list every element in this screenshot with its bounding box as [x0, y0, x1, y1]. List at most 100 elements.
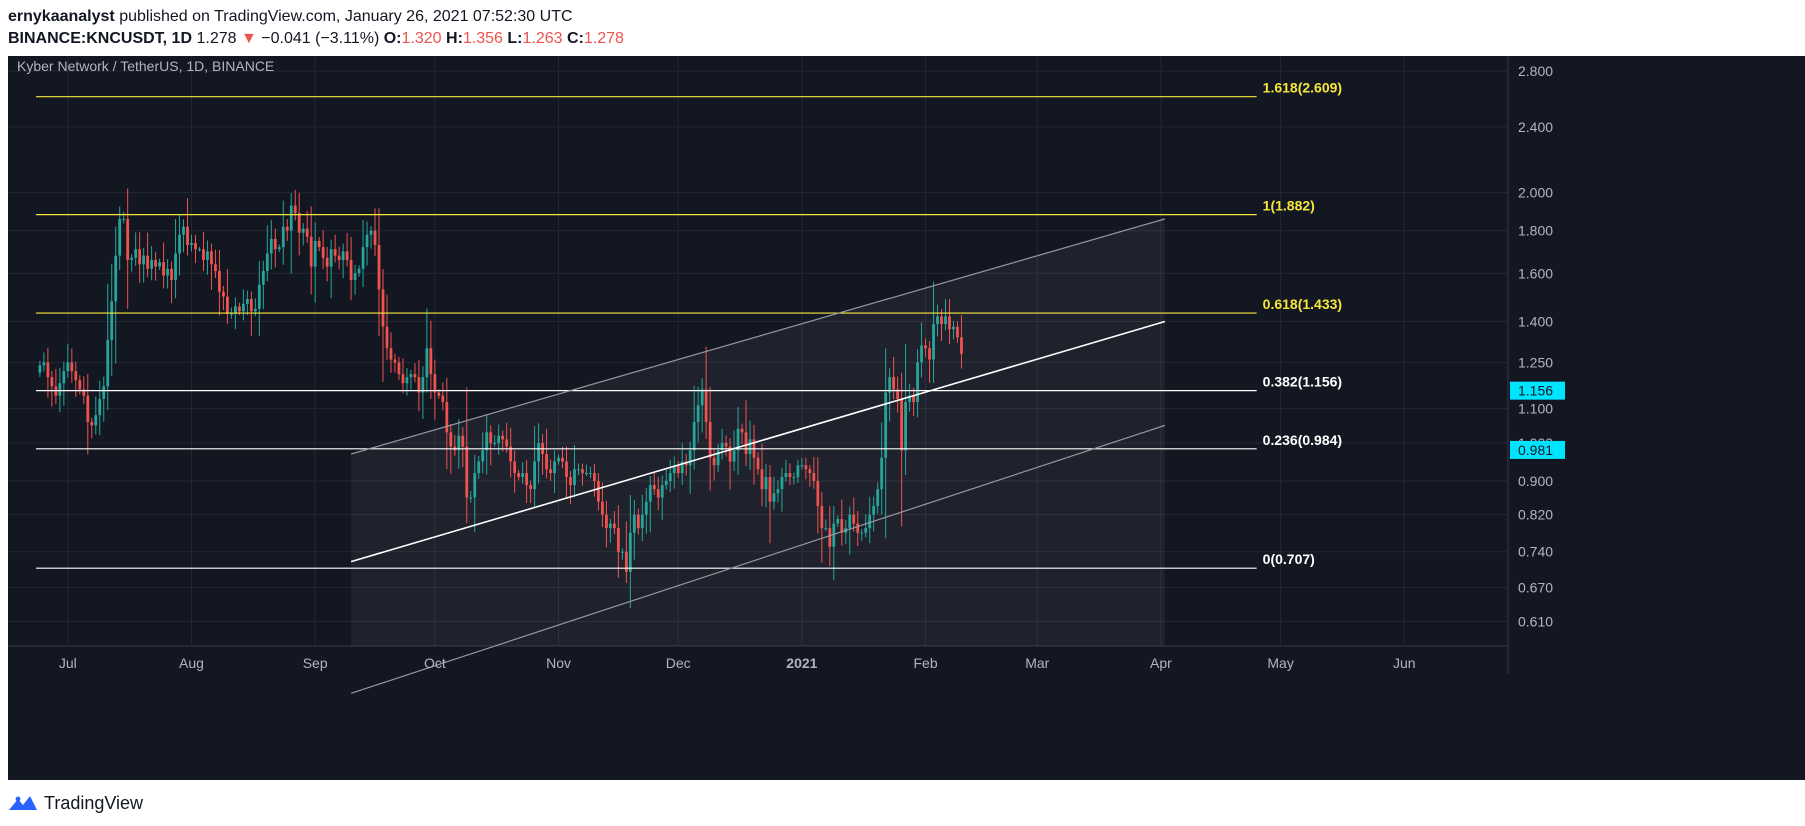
time-tick-label: Nov — [546, 655, 571, 671]
candle-body — [162, 262, 165, 276]
candle-body — [800, 465, 804, 467]
candle — [138, 232, 142, 283]
candle-body — [816, 481, 820, 506]
candle-body — [656, 489, 660, 498]
candle — [920, 322, 923, 378]
candle-body — [660, 485, 664, 498]
candle — [537, 423, 540, 484]
candle — [269, 219, 273, 270]
candle-body — [664, 481, 668, 486]
candle — [393, 353, 397, 373]
candle-body — [449, 432, 453, 447]
price-tick-label: 1.250 — [1518, 354, 1553, 370]
candle-body — [198, 249, 201, 251]
candle — [493, 435, 497, 447]
candle-body — [429, 348, 433, 375]
price-chart[interactable]: Kyber Network / TetherUS, 1D, BINANCE 1.6… — [8, 56, 1805, 780]
candle — [158, 258, 161, 271]
candle-body — [840, 519, 844, 533]
candle — [656, 477, 660, 511]
candle — [357, 265, 361, 277]
candle — [389, 332, 393, 373]
time-tick-label: Jun — [1393, 655, 1416, 671]
candle — [126, 188, 130, 309]
tradingview-logo-icon[interactable] — [8, 793, 38, 813]
candle — [369, 226, 373, 249]
candle-body — [616, 528, 620, 552]
candle — [377, 208, 381, 336]
candle — [473, 455, 477, 532]
candle-body — [261, 271, 265, 285]
candle — [66, 343, 70, 378]
candle-body — [513, 461, 517, 474]
candle — [198, 247, 201, 252]
candle-body — [856, 523, 860, 533]
candle — [166, 259, 169, 289]
candle — [616, 505, 620, 578]
candle-body — [724, 442, 728, 447]
candle — [960, 314, 963, 369]
candle — [688, 441, 692, 494]
candle-body — [944, 316, 947, 325]
candle — [114, 226, 118, 364]
candle-body — [134, 249, 138, 258]
candle-body — [553, 461, 556, 474]
candle-body — [210, 251, 213, 265]
candle-body — [868, 514, 872, 529]
price-tick-label: 0.900 — [1518, 473, 1553, 489]
candle — [501, 430, 505, 452]
candle — [257, 261, 261, 336]
candle — [628, 494, 632, 609]
price-tick-label: 2.800 — [1518, 63, 1553, 79]
candle — [345, 233, 349, 267]
fib-label: 0.382(1.156) — [1263, 374, 1342, 390]
candle-body — [409, 374, 413, 378]
candle — [293, 189, 297, 221]
candle-body — [585, 473, 588, 475]
price-tag-bg — [1510, 381, 1565, 400]
candle — [62, 361, 66, 406]
candle — [776, 480, 780, 503]
candle — [573, 445, 576, 498]
candle-body — [477, 461, 481, 474]
price-tick-label: 1.600 — [1518, 265, 1553, 281]
candle — [672, 456, 676, 489]
candle-body — [325, 257, 329, 267]
candle — [226, 269, 229, 324]
candle — [608, 518, 612, 543]
candle — [952, 320, 955, 340]
candle-body — [501, 435, 505, 440]
candle — [561, 446, 564, 469]
candle-body — [756, 457, 760, 470]
candle — [445, 377, 449, 470]
candle — [397, 356, 401, 380]
fib-label: 0.236(0.984) — [1263, 432, 1342, 448]
candle — [154, 251, 158, 281]
candle — [178, 214, 181, 276]
low-value: 1.263 — [522, 30, 563, 47]
candle-body — [345, 251, 349, 260]
candle-body — [289, 205, 293, 231]
author-name[interactable]: ernykaanalyst — [8, 8, 115, 25]
candle — [245, 290, 249, 316]
candle-body — [469, 497, 473, 499]
candle — [605, 500, 608, 548]
candle-body — [445, 402, 449, 433]
candle — [417, 359, 421, 412]
brand-name[interactable]: TradingView — [44, 792, 144, 813]
price-axis: 2.800 2.400 2.000 1.800 1.600 1.400 1.250 1.100… — [1510, 63, 1565, 630]
candle-body — [692, 421, 696, 451]
candle-body — [361, 247, 365, 269]
time-tick-label: Aug — [179, 655, 204, 671]
candle-body — [632, 514, 636, 533]
candle — [648, 475, 652, 533]
candle — [728, 438, 732, 490]
candle — [409, 370, 413, 390]
candle-body — [241, 303, 245, 312]
price-tick-label: 2.400 — [1518, 119, 1553, 135]
candle-body — [920, 345, 923, 363]
open-value: 1.320 — [401, 30, 442, 47]
candle-body — [565, 461, 568, 478]
candle-body — [301, 228, 305, 233]
candle — [565, 446, 568, 499]
